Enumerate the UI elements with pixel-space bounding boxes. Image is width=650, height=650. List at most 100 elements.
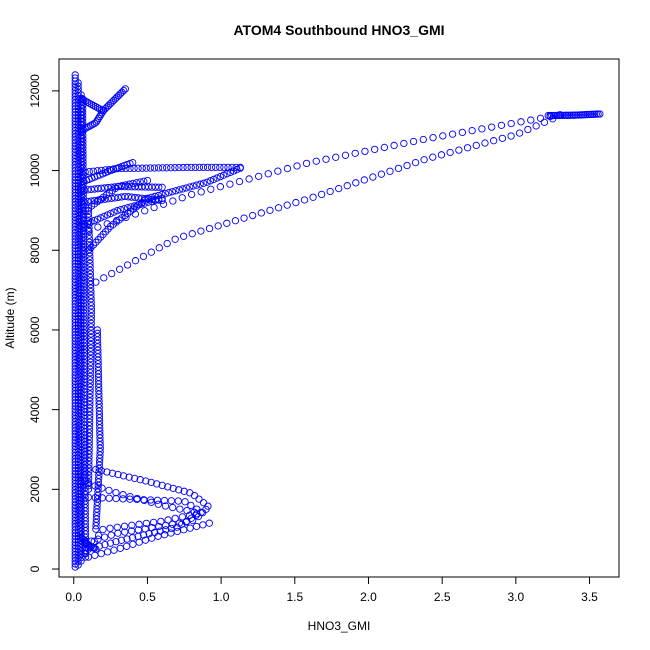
data-point (86, 411, 94, 419)
data-point (148, 523, 156, 532)
data-point (92, 118, 100, 126)
data-point (87, 287, 95, 296)
data-point (228, 163, 236, 172)
data-point (158, 190, 166, 199)
data-point (190, 491, 199, 500)
data-point (169, 484, 177, 492)
data-point (264, 170, 272, 178)
data-point (133, 494, 141, 503)
data-point (86, 259, 94, 268)
data-point (101, 533, 109, 541)
data-point (101, 228, 110, 236)
data-point (85, 464, 93, 472)
data-point (300, 196, 309, 204)
y-axis-label: Altitude (m) (3, 287, 17, 348)
data-point (532, 122, 540, 130)
data-point (92, 545, 100, 553)
data-point (80, 221, 89, 229)
data-point (87, 218, 95, 226)
data-point (210, 175, 218, 184)
data-point (142, 519, 151, 527)
data-point (135, 538, 143, 546)
data-point (165, 189, 173, 197)
data-point (134, 526, 143, 534)
data-point (87, 351, 95, 359)
data-point (122, 181, 130, 189)
data-point (86, 404, 94, 412)
data-point (175, 486, 183, 494)
data-point (188, 230, 196, 238)
data-point (147, 478, 155, 487)
data-point (185, 511, 194, 519)
data-point (183, 163, 191, 172)
data-point (91, 482, 99, 490)
data-point (86, 266, 94, 275)
data-point (158, 196, 166, 205)
data-point (240, 214, 248, 222)
data-point (429, 134, 437, 142)
data-point (85, 453, 93, 462)
data-point (515, 129, 524, 137)
data-point (317, 190, 326, 199)
data-point (195, 495, 203, 503)
data-point (86, 379, 94, 388)
data-point (409, 137, 418, 146)
data-point (117, 206, 125, 214)
data-point (86, 358, 95, 366)
data-point (463, 144, 472, 152)
data-point (175, 163, 183, 172)
data-point (216, 183, 225, 191)
data-point (380, 143, 389, 152)
data-point (126, 495, 134, 503)
data-point (302, 159, 311, 168)
data-point (233, 165, 241, 174)
data-point (312, 157, 320, 165)
data-point (123, 535, 131, 543)
data-point (147, 498, 155, 506)
data-point (478, 125, 486, 133)
data-point (167, 529, 175, 537)
data-point (108, 269, 116, 278)
data-point (97, 110, 105, 119)
data-point (144, 194, 152, 202)
data-point (117, 536, 126, 544)
data-point (179, 163, 187, 172)
data-point (163, 164, 171, 172)
data-point (85, 432, 93, 441)
y-tick-label: 8000 (28, 237, 42, 264)
data-point (171, 514, 179, 523)
data-point (86, 365, 95, 373)
data-point (206, 177, 215, 185)
y-tick-label: 0 (28, 565, 42, 572)
data-point (86, 393, 94, 402)
data-point (81, 124, 89, 133)
data-point (524, 125, 532, 134)
data-point (517, 118, 525, 126)
data-point (77, 127, 85, 135)
data-point (180, 487, 188, 495)
data-point (226, 168, 234, 177)
y-tick-label: 4000 (28, 396, 42, 423)
data-point (87, 298, 95, 306)
data-point (87, 323, 95, 331)
data-point (309, 193, 317, 201)
data-point (106, 524, 114, 532)
data-point (91, 493, 100, 502)
data-point (128, 521, 136, 529)
data-point (208, 163, 216, 172)
data-point (85, 242, 94, 250)
y-axis: 0 2000 4000 6000 8000 10000 12000 (28, 74, 60, 572)
data-point (97, 214, 105, 222)
data-point (121, 85, 129, 93)
data-point (122, 542, 131, 550)
x-tick-label: 3.5 (581, 590, 598, 604)
data-point (118, 182, 126, 190)
data-point (498, 134, 507, 143)
data-point (352, 179, 360, 187)
data-point (71, 71, 79, 79)
data-point (266, 206, 274, 215)
data-point (411, 158, 420, 167)
data-point (87, 344, 95, 352)
data-point (196, 180, 204, 188)
data-point (199, 163, 208, 172)
